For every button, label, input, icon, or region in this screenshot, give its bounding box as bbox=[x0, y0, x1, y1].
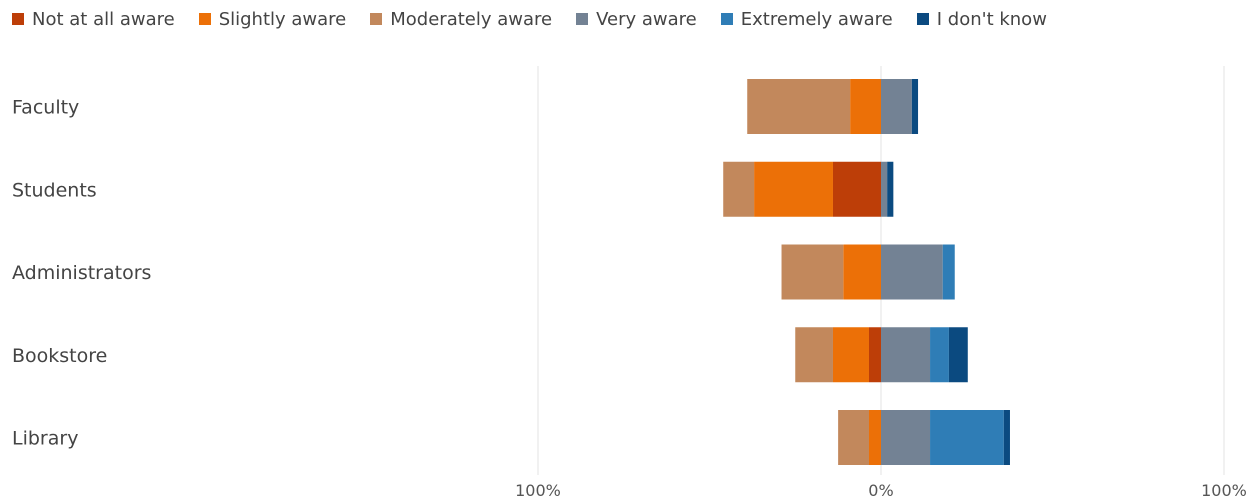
legend-label: Slightly aware bbox=[218, 8, 347, 30]
legend-item[interactable]: Extremely aware bbox=[720, 8, 893, 30]
bar-segment[interactable] bbox=[754, 161, 833, 217]
legend-item[interactable]: Not at all aware bbox=[12, 9, 175, 30]
bar-segment[interactable] bbox=[881, 244, 943, 300]
category-label: Bookstore bbox=[12, 345, 107, 367]
bar-segment[interactable] bbox=[911, 79, 919, 134]
bar-segment[interactable] bbox=[832, 327, 869, 383]
legend-item[interactable]: Slightly aware bbox=[198, 8, 347, 30]
bar-segment[interactable] bbox=[930, 327, 949, 383]
bar-segment[interactable] bbox=[832, 161, 881, 217]
bar-segment[interactable] bbox=[723, 161, 755, 217]
bar-segment[interactable] bbox=[881, 161, 888, 217]
bar-segment[interactable] bbox=[795, 327, 833, 383]
legend-item[interactable]: Very aware bbox=[576, 9, 697, 30]
legend-item[interactable]: I don't know bbox=[916, 8, 1047, 30]
bar-segment[interactable] bbox=[868, 327, 881, 383]
bar-segment[interactable] bbox=[942, 244, 955, 300]
legend-swatch bbox=[576, 13, 589, 25]
bar-segment[interactable] bbox=[881, 327, 931, 383]
bar-segment[interactable] bbox=[887, 161, 894, 217]
bar-segment[interactable] bbox=[881, 410, 931, 465]
legend-swatch bbox=[12, 13, 24, 25]
bar-segment[interactable] bbox=[781, 244, 844, 300]
bar-segment[interactable] bbox=[1003, 410, 1010, 465]
bar-segment[interactable] bbox=[881, 79, 912, 134]
legend-swatch bbox=[916, 13, 929, 25]
bar-segment[interactable] bbox=[948, 327, 968, 383]
legend-item[interactable]: Moderately aware bbox=[370, 9, 552, 30]
category-label: Administrators bbox=[12, 262, 151, 284]
x-tick-label: 100% bbox=[1201, 481, 1247, 500]
x-tick-label: 0% bbox=[868, 481, 893, 500]
bar-segment[interactable] bbox=[930, 410, 1004, 465]
bar-segment[interactable] bbox=[843, 244, 881, 300]
bar-segment[interactable] bbox=[838, 410, 869, 465]
bar-segment[interactable] bbox=[868, 410, 881, 465]
legend-swatch bbox=[198, 13, 211, 25]
category-label: Students bbox=[12, 179, 97, 201]
legend-label: I don't know bbox=[936, 8, 1047, 30]
legend-label: Moderately aware bbox=[390, 8, 553, 30]
legend-swatch bbox=[720, 13, 733, 25]
category-label: Faculty bbox=[12, 97, 79, 119]
x-tick-label: 100% bbox=[515, 481, 561, 500]
legend: Not at all aware Slightly aware Moderately… bbox=[12, 6, 1071, 32]
legend-label: Extremely aware bbox=[740, 8, 893, 30]
category-label: Library bbox=[12, 428, 78, 450]
legend-label: Very aware bbox=[596, 8, 697, 30]
legend-swatch bbox=[370, 13, 383, 25]
bar-segment[interactable] bbox=[747, 79, 851, 134]
bar-segment[interactable] bbox=[850, 79, 881, 134]
legend-label: Not at all aware bbox=[32, 8, 175, 30]
